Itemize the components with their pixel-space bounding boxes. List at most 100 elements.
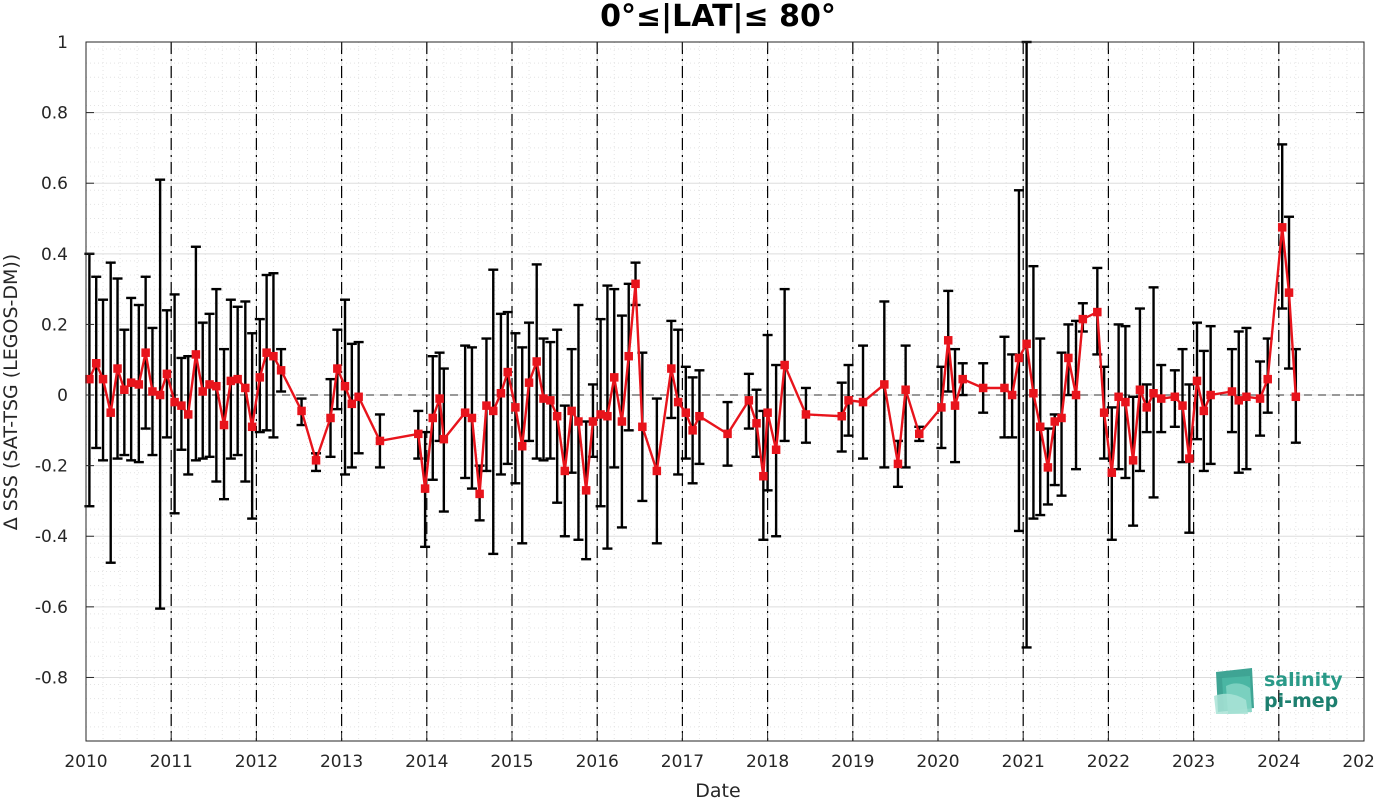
logo-text-line2: pi-mep xyxy=(1264,690,1338,712)
data-point-marker xyxy=(1199,406,1209,416)
data-point-marker xyxy=(460,408,470,417)
data-point-marker xyxy=(1135,385,1145,394)
data-point-marker xyxy=(85,374,94,384)
data-point-marker xyxy=(1149,389,1158,398)
data-point-marker xyxy=(596,410,605,419)
data-point-marker xyxy=(414,429,423,439)
data-point-marker xyxy=(524,378,534,387)
data-point-marker xyxy=(205,380,214,389)
data-point-marker xyxy=(915,429,924,439)
data-point-marker xyxy=(801,410,811,419)
data-point-marker xyxy=(1156,394,1166,403)
data-point-marker xyxy=(1014,353,1024,363)
data-point-marker xyxy=(681,408,691,417)
data-point-marker xyxy=(858,397,868,407)
data-point-marker xyxy=(1242,392,1251,402)
data-point-marker xyxy=(893,459,903,469)
data-point-marker xyxy=(1022,339,1031,349)
data-point-marker xyxy=(177,401,186,410)
data-point-marker xyxy=(91,359,101,368)
salinity-pi-mep-logo: salinity pi-mep xyxy=(1214,668,1343,714)
data-point-marker xyxy=(489,406,498,416)
x-tick-labels: 2010 2011 2012 2013 2014 2015 2016 2017 2018 2019… xyxy=(64,752,1374,772)
data-point-marker xyxy=(347,399,357,409)
x-tick-label: 2018 xyxy=(746,752,789,772)
data-point-marker xyxy=(581,486,591,495)
y-tick-label: -0.8 xyxy=(35,668,68,688)
data-point-marker xyxy=(1142,403,1151,412)
data-point-marker xyxy=(1007,390,1017,400)
data-point-marker xyxy=(148,387,157,396)
data-point-marker xyxy=(191,350,201,359)
data-point-marker xyxy=(1043,463,1053,472)
data-point-marker xyxy=(1170,392,1180,402)
data-point-marker xyxy=(241,383,250,393)
data-point-marker xyxy=(517,441,527,451)
data-point-marker xyxy=(780,360,789,370)
data-point-marker xyxy=(638,422,647,432)
data-point-marker xyxy=(617,417,627,426)
data-point-marker xyxy=(155,390,165,400)
data-point-marker xyxy=(212,381,221,391)
data-point-marker xyxy=(1071,390,1081,400)
x-tick-label: 2024 xyxy=(1257,752,1300,772)
data-point-marker xyxy=(247,422,257,432)
data-point-marker xyxy=(560,466,570,476)
data-point-marker xyxy=(375,436,385,446)
data-point-marker xyxy=(603,411,612,421)
data-point-marker xyxy=(435,394,444,403)
y-axis-label: Δ SSS (SAT-TSG (LEGOS-DM)) xyxy=(0,254,22,530)
data-point-marker xyxy=(1057,413,1066,423)
y-tick-label: 0.8 xyxy=(41,104,68,124)
axis-ticks xyxy=(85,41,1365,741)
data-point-marker xyxy=(113,364,122,373)
x-tick-label: 2013 xyxy=(320,752,363,772)
data-point-marker xyxy=(439,434,449,444)
data-point-marker xyxy=(120,385,129,394)
data-point-marker xyxy=(673,397,683,407)
x-tick-label: 2020 xyxy=(916,752,959,772)
x-tick-label: 2014 xyxy=(405,752,448,772)
data-point-marker xyxy=(1206,390,1215,400)
data-point-marker xyxy=(763,408,772,417)
data-point-marker xyxy=(1277,223,1287,232)
data-point-marker xyxy=(219,420,229,430)
x-tick-label: 2016 xyxy=(576,752,619,772)
x-tick-label: 2015 xyxy=(490,752,533,772)
data-point-marker xyxy=(567,406,576,416)
data-point-marker xyxy=(752,419,761,428)
data-point-marker xyxy=(226,376,236,386)
data-point-marker xyxy=(198,387,207,396)
data-point-marker xyxy=(937,403,946,412)
data-point-marker xyxy=(1000,383,1009,393)
x-tick-label: 2019 xyxy=(831,752,874,772)
data-point-marker xyxy=(1284,288,1294,297)
data-point-marker xyxy=(723,429,732,439)
data-point-marker xyxy=(255,373,265,382)
data-point-marker xyxy=(609,373,619,382)
plot-frame xyxy=(85,41,1365,742)
data-point-marker xyxy=(333,364,342,373)
error-bars xyxy=(84,40,1301,649)
x-tick-label: 2011 xyxy=(150,752,193,772)
data-point-marker xyxy=(1263,374,1272,384)
data-point-marker xyxy=(511,403,520,412)
data-point-marker xyxy=(1255,394,1265,403)
data-point-marker xyxy=(1121,397,1130,407)
salinity-waves-icon xyxy=(1214,668,1254,714)
data-point-marker xyxy=(98,374,108,384)
data-point-marker xyxy=(1035,422,1045,432)
data-point-marker xyxy=(134,380,144,389)
data-point-marker xyxy=(1093,307,1102,317)
data-point-marker xyxy=(1064,353,1073,363)
data-point-marker xyxy=(1128,456,1138,465)
data-point-marker xyxy=(1078,314,1088,324)
data-point-marker xyxy=(759,471,768,481)
data-point-marker xyxy=(688,426,697,435)
data-point-marker xyxy=(771,445,781,454)
data-point-marker xyxy=(326,413,335,423)
data-point-marker xyxy=(428,413,438,423)
data-point-marker xyxy=(311,456,321,465)
x-tick-label: 2010 xyxy=(64,752,107,772)
